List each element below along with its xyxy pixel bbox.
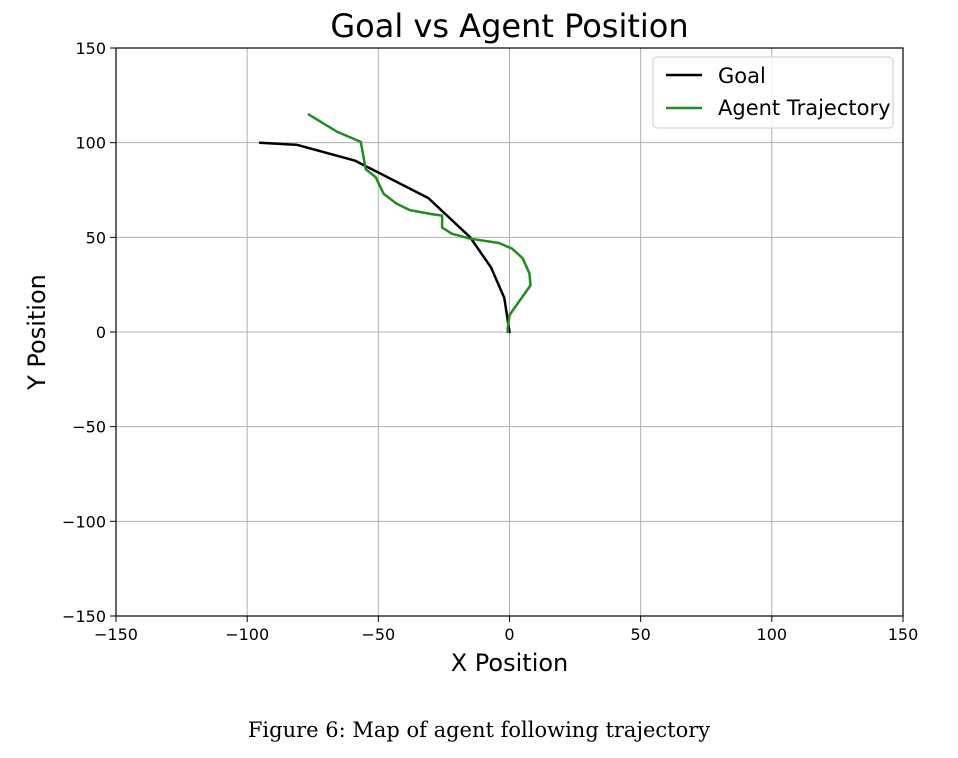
x-tick-label: 150 [888,625,919,644]
series-line-goal [258,141,511,334]
axis-ticks: −150 −100 −50 0 50 100 150 −150 −100 −50 0 50 100 150 [62,39,918,644]
plot-lines [258,113,532,334]
x-tick-label: 0 [504,625,514,644]
y-tick-label: 0 [96,323,106,342]
chart: −150 −100 −50 0 50 100 150 −150 −100 −50 0 50 100 150… [23,7,918,677]
legend-label-agent-trajectory: Agent Trajectory [718,96,891,120]
y-tick-label: −50 [72,418,106,437]
y-tick-label: 150 [75,39,106,58]
x-tick-label: 100 [757,625,788,644]
x-tick-label: −50 [361,625,395,644]
x-tick-label: −150 [94,625,138,644]
y-tick-label: 50 [86,228,106,247]
chart-title: Goal vs Agent Position [330,7,688,45]
x-tick-label: −100 [225,625,269,644]
y-tick-label: −100 [62,512,106,531]
y-tick-label: −150 [62,607,106,626]
legend-box [652,56,894,129]
legend: Goal Agent Trajectory [652,56,894,129]
x-axis-label: X Position [451,649,569,677]
x-tick-label: 50 [630,625,650,644]
y-tick-label: 100 [75,134,106,153]
y-axis-label: Y Position [23,274,51,391]
series-line-agent-trajectory [307,113,532,334]
legend-label-goal: Goal [718,64,766,88]
figure-caption: Figure 6: Map of agent following traject… [247,718,711,742]
